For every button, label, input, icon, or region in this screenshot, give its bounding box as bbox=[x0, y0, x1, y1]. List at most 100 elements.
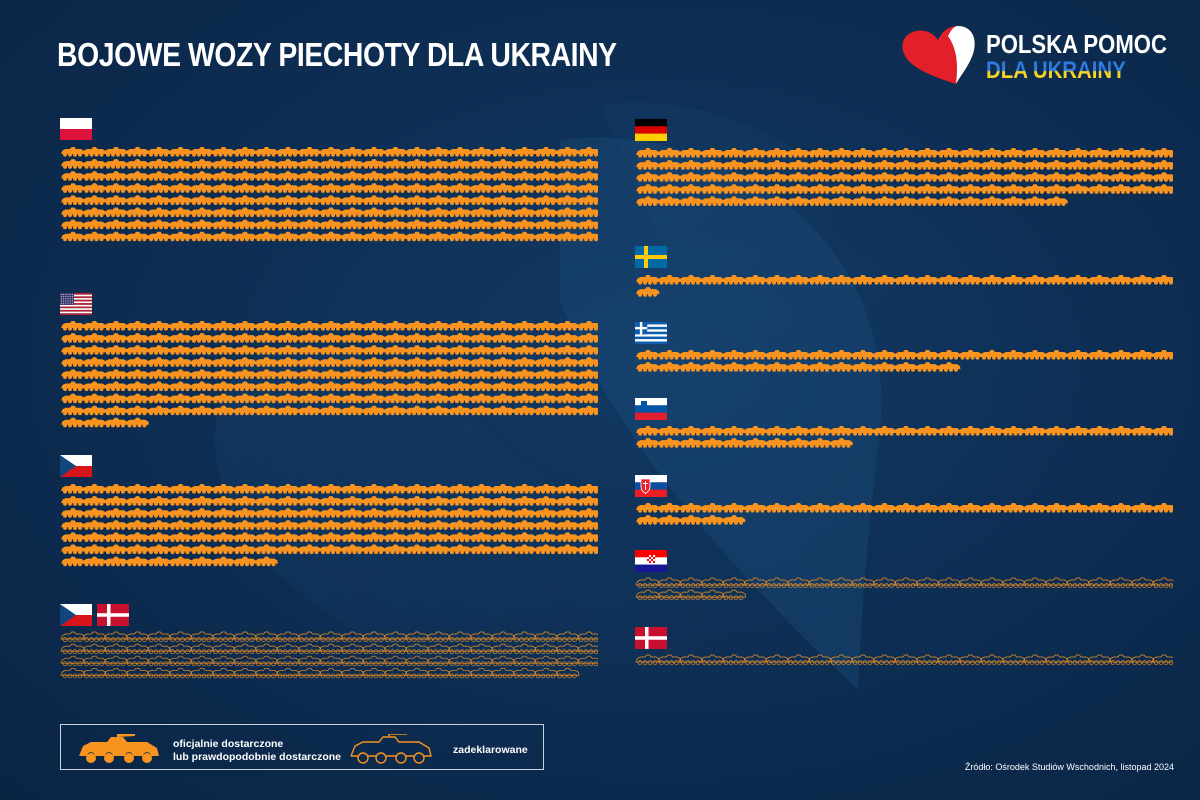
vehicle-filled-icon bbox=[679, 503, 703, 513]
vehicle-filled-icon bbox=[319, 544, 343, 555]
vehicle-filled-icon bbox=[469, 369, 493, 379]
vehicle-outline-icon bbox=[189, 631, 214, 642]
vehicle-filled-icon bbox=[512, 207, 536, 218]
vehicle-filled-icon bbox=[577, 532, 598, 542]
vehicle-filled-icon bbox=[362, 231, 386, 242]
vehicle-filled-icon bbox=[872, 172, 896, 182]
vehicle-filled-icon bbox=[362, 532, 386, 542]
vehicle-filled-icon bbox=[383, 508, 407, 518]
vehicle-filled-icon bbox=[1023, 350, 1047, 360]
vehicle-filled-icon bbox=[743, 438, 767, 448]
vehicle-filled-icon bbox=[168, 484, 192, 494]
vehicle-filled-icon bbox=[555, 159, 579, 169]
vehicle-filled-icon bbox=[448, 171, 472, 181]
vehicle-grid bbox=[61, 321, 598, 428]
vehicle-filled-icon bbox=[254, 147, 278, 157]
vehicle-filled-icon bbox=[190, 207, 214, 218]
vehicle-filled-icon bbox=[872, 184, 896, 194]
vehicle-outline-icon bbox=[511, 655, 537, 667]
vehicle-filled-icon bbox=[512, 171, 536, 181]
vehicle-filled-icon bbox=[254, 508, 278, 518]
vehicle-outline-icon bbox=[468, 631, 494, 642]
vehicle-filled-icon bbox=[915, 196, 939, 206]
vehicle-filled-icon bbox=[1152, 503, 1173, 513]
vehicle-outline-icon bbox=[699, 589, 725, 601]
vehicle-filled-icon bbox=[851, 362, 875, 372]
vehicle-filled-icon bbox=[765, 275, 789, 285]
vehicle-filled-icon bbox=[319, 508, 343, 518]
vehicle-filled-icon bbox=[82, 369, 106, 379]
vehicle-filled-icon bbox=[104, 345, 128, 355]
vehicle-filled-icon bbox=[276, 147, 300, 157]
vehicle-filled-icon bbox=[872, 196, 896, 206]
vehicle-filled-icon bbox=[555, 357, 579, 367]
vehicle-outline-icon bbox=[232, 667, 257, 679]
vehicle-grid bbox=[61, 147, 598, 242]
vehicle-filled-icon bbox=[1130, 160, 1154, 170]
vehicle-outline-icon bbox=[1000, 654, 1026, 665]
vehicle-filled-icon bbox=[657, 148, 681, 158]
vehicle-filled-icon bbox=[104, 147, 128, 157]
vehicle-filled-icon bbox=[168, 393, 192, 404]
vehicle-outline-icon bbox=[447, 667, 472, 679]
vehicle-filled-icon bbox=[1087, 160, 1111, 170]
vehicle-filled-icon bbox=[679, 196, 703, 206]
vehicle-filled-icon bbox=[1023, 503, 1047, 513]
vehicle-outline-icon bbox=[742, 654, 768, 665]
vehicle-filled-icon bbox=[469, 219, 493, 230]
vehicle-filled-icon bbox=[636, 362, 660, 372]
vehicle-outline-icon bbox=[210, 667, 236, 679]
vehicle-filled-icon bbox=[448, 357, 472, 367]
vehicle-filled-icon bbox=[743, 426, 767, 436]
vehicle-outline-icon bbox=[678, 589, 703, 601]
vehicle-filled-icon bbox=[104, 556, 128, 567]
vehicle-filled-icon bbox=[512, 159, 536, 169]
vehicle-filled-icon bbox=[555, 195, 579, 205]
vehicle-outline-icon bbox=[699, 654, 725, 665]
vehicle-outline-icon bbox=[103, 655, 128, 667]
vehicle-filled-icon bbox=[1044, 350, 1068, 360]
vehicle-filled-icon bbox=[104, 532, 128, 542]
vehicle-filled-icon bbox=[168, 369, 192, 379]
vehicle-filled-icon bbox=[82, 321, 106, 331]
vehicle-filled-icon bbox=[491, 520, 515, 530]
vehicle-filled-icon bbox=[577, 544, 598, 555]
vehicle-filled-icon bbox=[491, 357, 515, 367]
vehicle-filled-icon bbox=[125, 171, 149, 181]
vehicle-filled-icon bbox=[872, 503, 896, 513]
vehicle-outline-icon bbox=[807, 654, 832, 665]
vehicle-outline-icon bbox=[533, 631, 558, 642]
vehicle-filled-icon bbox=[808, 275, 832, 285]
vehicle-filled-icon bbox=[577, 496, 598, 506]
vehicle-filled-icon bbox=[405, 369, 429, 379]
vehicle-outline-icon bbox=[253, 643, 279, 655]
vehicle-grid bbox=[636, 275, 1173, 297]
vehicle-outline-icon bbox=[914, 577, 940, 588]
vehicle-filled-icon bbox=[1109, 160, 1133, 170]
vehicle-filled-icon bbox=[383, 219, 407, 230]
vehicle-outline-icon bbox=[936, 577, 961, 588]
vehicle-filled-icon bbox=[254, 532, 278, 542]
vehicle-outline-icon bbox=[1108, 654, 1133, 665]
vehicle-filled-icon bbox=[937, 426, 961, 436]
vehicle-filled-icon bbox=[104, 183, 128, 193]
vehicle-filled-icon bbox=[211, 556, 235, 567]
vehicle-filled-icon bbox=[534, 369, 558, 379]
vehicle-filled-icon bbox=[722, 160, 746, 170]
vehicle-filled-icon bbox=[577, 195, 598, 205]
vehicle-filled-icon bbox=[405, 544, 429, 555]
vehicle-filled-icon bbox=[851, 196, 875, 206]
vehicle-filled-icon bbox=[233, 171, 257, 181]
vehicle-filled-icon bbox=[1044, 275, 1068, 285]
vehicle-filled-icon bbox=[534, 544, 558, 555]
vehicle-filled-icon bbox=[577, 369, 598, 379]
vehicle-filled-icon bbox=[1130, 184, 1154, 194]
vehicle-filled-icon bbox=[469, 345, 493, 355]
vehicle-filled-icon bbox=[512, 369, 536, 379]
vehicle-filled-icon bbox=[679, 172, 703, 182]
vehicle-filled-icon bbox=[657, 172, 681, 182]
vehicle-filled-icon bbox=[722, 196, 746, 206]
vehicle-filled-icon bbox=[168, 508, 192, 518]
vehicle-filled-icon bbox=[147, 357, 171, 367]
vehicle-filled-icon bbox=[82, 171, 106, 181]
